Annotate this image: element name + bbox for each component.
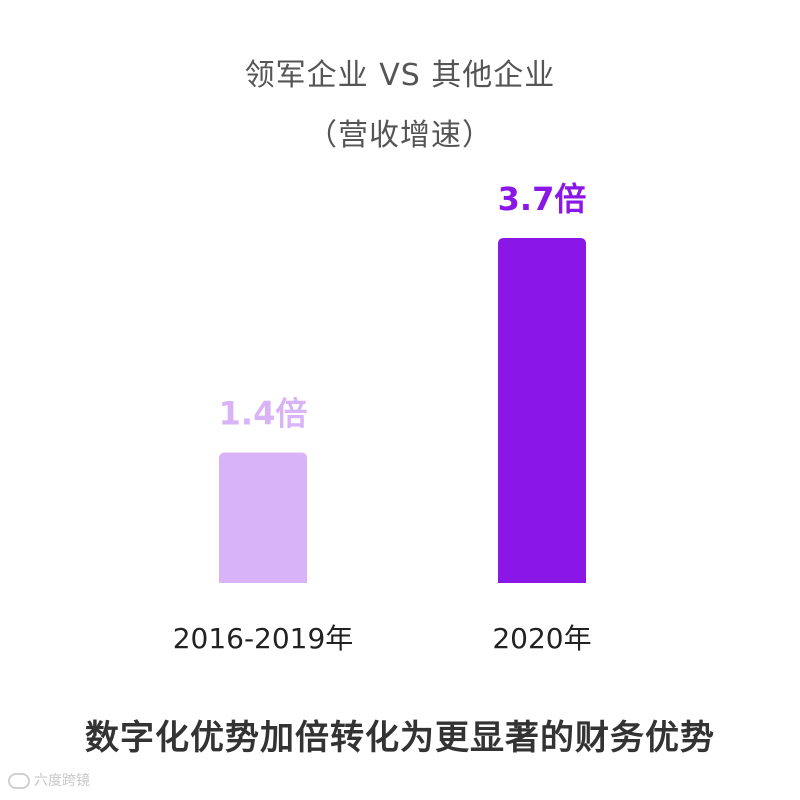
footnote: 数字化优势加倍转化为更显著的财务优势	[85, 718, 715, 758]
data-label-1: 3.7倍	[498, 180, 587, 218]
category-label-1: 2020年	[492, 622, 591, 655]
category-label-0: 2016-2019年	[173, 622, 354, 655]
watermark-logo-icon	[8, 773, 30, 789]
bar-0	[219, 452, 307, 583]
watermark-text: 六度跨镜	[34, 773, 90, 789]
data-label-0: 1.4倍	[219, 394, 308, 432]
bar-1	[498, 237, 586, 583]
chart-title: 领军企业 VS 其他企业	[244, 58, 556, 93]
watermark: 六度跨镜	[8, 770, 90, 790]
chart-subtitle: （营收增速）	[307, 118, 493, 153]
